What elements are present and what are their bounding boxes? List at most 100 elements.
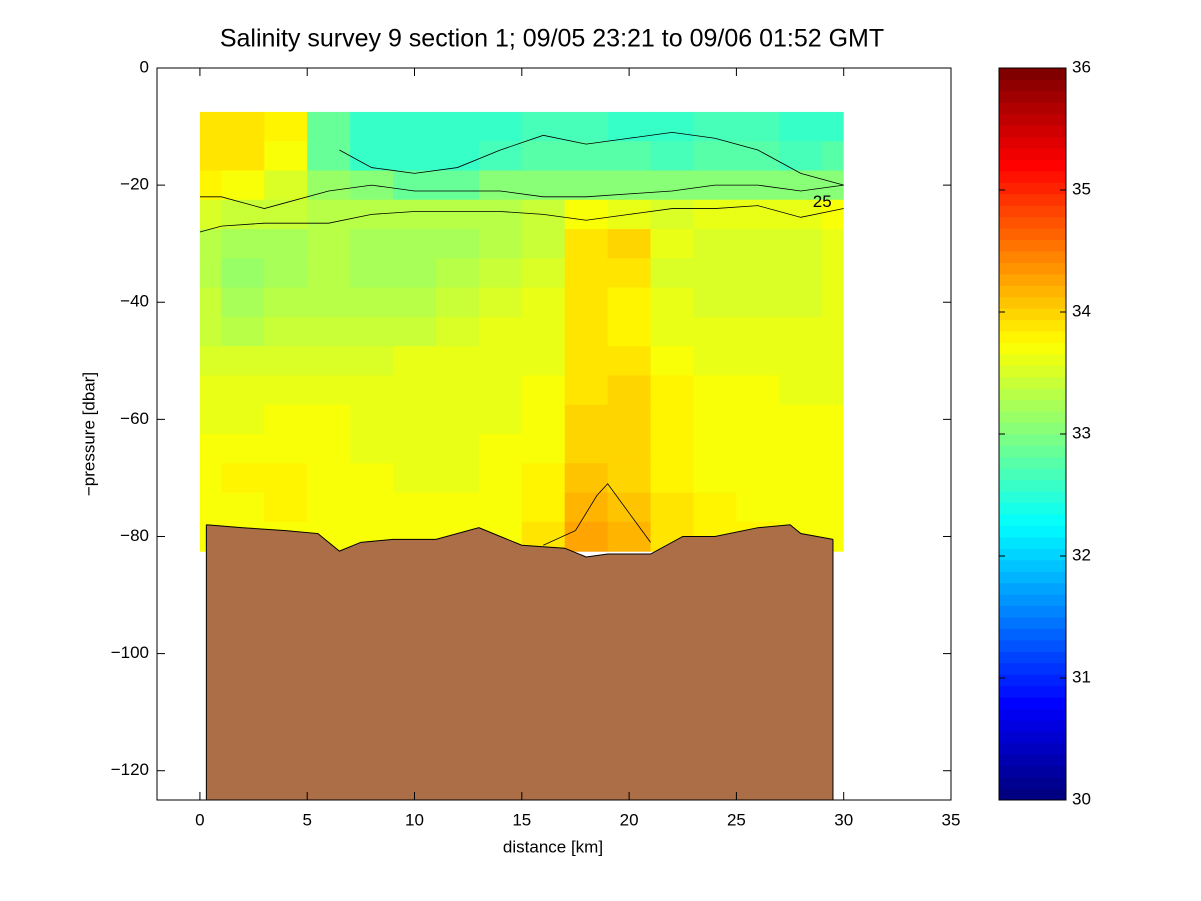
salinity-cell [779,316,823,347]
colorbar-swatch [999,765,1066,778]
salinity-cell [221,170,265,201]
salinity-cell [564,141,609,172]
salinity-cell [478,463,523,494]
salinity-cell [521,434,566,464]
colorbar-swatch [999,251,1066,263]
colorbar-swatch [999,365,1066,378]
salinity-cell [693,199,738,230]
colorbar-swatch [999,399,1066,412]
x-axis-label: distance [km] [503,837,603,856]
colorbar-swatch [999,536,1066,549]
salinity-cell [693,463,738,494]
colorbar-swatch [999,411,1066,424]
salinity-cell [221,141,265,172]
salinity-cell [736,258,780,289]
salinity-cell [478,170,523,201]
salinity-cell [307,346,351,377]
salinity-cell [607,375,652,406]
salinity-cell [435,434,480,464]
colorbar-swatch [999,319,1066,332]
salinity-cell [693,404,738,435]
x-tick-label: 30 [834,810,853,829]
x-tick-label: 10 [405,810,424,829]
salinity-cell [650,229,695,259]
salinity-cell [822,316,844,347]
colorbar-swatch [999,456,1066,469]
salinity-cell [478,111,523,142]
colorbar-swatch [999,102,1066,115]
colorbar-swatch [999,262,1066,275]
colorbar-swatch [999,308,1066,321]
salinity-cell [221,316,265,347]
salinity-cell [350,434,394,464]
colorbar-swatch [999,788,1066,801]
salinity-cell [822,463,844,494]
x-tick-label: 25 [727,810,746,829]
colorbar-swatch [999,777,1066,790]
salinity-cell [199,199,222,230]
salinity-cell [564,229,609,259]
salinity-cell [307,434,351,464]
salinity-cell [478,346,523,377]
colorbar-swatch [999,628,1066,641]
salinity-cell [564,463,609,494]
salinity-cell [650,404,695,435]
salinity-cell [264,492,308,523]
salinity-cell [307,463,351,494]
salinity-cell [264,170,308,201]
salinity-cell [199,170,222,201]
salinity-cell [736,346,780,377]
colorbar-swatch [999,559,1066,572]
colorbar-swatch [999,651,1066,664]
salinity-cell [564,316,609,347]
salinity-cell [350,229,394,259]
salinity-cell [650,375,695,406]
salinity-cell [736,287,780,318]
colorbar-swatch [999,388,1066,401]
seabed-fill [206,524,833,800]
contour-line [199,184,844,209]
salinity-cell [221,258,265,289]
colorbar-swatch [999,731,1066,744]
colorbar-swatch [999,113,1066,126]
salinity-cell [693,258,738,289]
colorbar-tick-label: 32 [1072,545,1091,564]
colorbar-tick-label: 33 [1072,423,1091,442]
salinity-cell [264,287,308,318]
colorbar-swatch [999,639,1066,652]
salinity-cell [221,492,265,523]
salinity-cell [736,316,780,347]
salinity-cell [736,404,780,435]
salinity-cell [199,316,222,347]
salinity-cell [822,287,844,318]
salinity-cell [393,492,437,523]
salinity-cell [221,229,265,259]
salinity-cell [822,404,844,435]
salinity-cell [564,287,609,318]
salinity-cell [393,170,437,201]
y-tick-label: −20 [120,175,149,194]
colorbar-swatch [999,605,1066,618]
salinity-cell [564,346,609,377]
salinity-cell [307,258,351,289]
salinity-cell [521,287,566,318]
salinity-cell [350,346,394,377]
salinity-cell [521,346,566,377]
salinity-cell [393,229,437,259]
salinity-cell [350,316,394,347]
salinity-cell [564,404,609,435]
x-tick-label: 5 [302,810,311,829]
salinity-cell [779,229,823,259]
colorbar-swatch [999,434,1066,446]
salinity-cell [478,434,523,464]
salinity-cell [607,463,652,494]
salinity-cell [393,111,437,142]
salinity-cell [779,111,823,142]
salinity-cell [435,199,480,230]
colorbar-swatch [999,514,1066,526]
salinity-cell [564,492,609,523]
salinity-cell [564,111,609,142]
colorbar-swatch [999,582,1066,595]
salinity-cell [221,404,265,435]
